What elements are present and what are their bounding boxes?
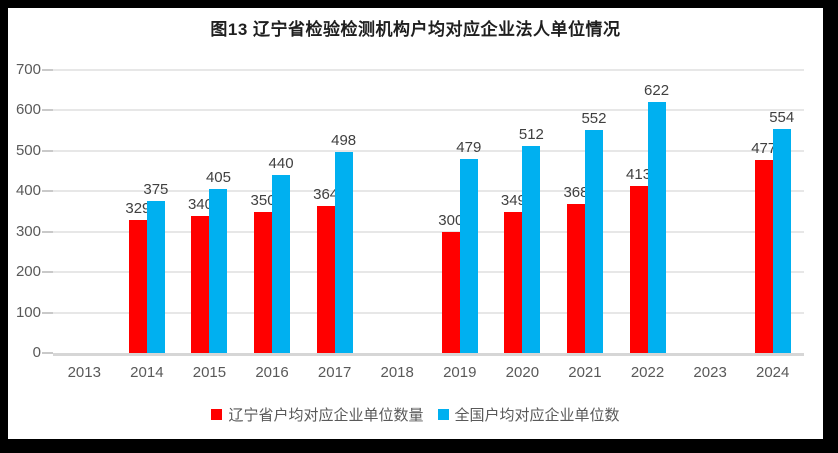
x-axis-label-2020: 2020 <box>505 364 540 381</box>
bar-national-2024 <box>772 129 791 353</box>
chart-canvas: 图13 辽宁省检验检测机构户均对应企业法人单位情况 0 100 200 300 400 5… <box>8 8 823 439</box>
bar-national-2021 <box>584 129 603 353</box>
data-label-liaoning-2016: 350 <box>250 191 276 209</box>
x-axis-label-2019: 2019 <box>443 364 477 381</box>
bar-national-2017 <box>334 151 353 353</box>
legend-label-liaoning: 辽宁省户均对应企业单位数量 <box>228 407 424 424</box>
data-label-liaoning-2022: 413 <box>626 166 652 184</box>
data-label-liaoning-2024: 477 <box>751 140 777 158</box>
bar-liaoning-2017 <box>316 205 335 353</box>
y-axis-label-0: 0 <box>32 344 41 361</box>
x-axis-label-2017: 2017 <box>317 364 352 381</box>
data-label-national-2019: 479 <box>456 139 482 157</box>
y-tick-700 <box>42 69 53 71</box>
data-label-liaoning-2020: 349 <box>500 191 526 209</box>
bar-liaoning-2014 <box>128 220 147 353</box>
data-label-national-2016: 440 <box>268 155 294 173</box>
bar-liaoning-2024 <box>754 160 773 353</box>
y-tick-300 <box>42 230 53 233</box>
gridline-300 <box>53 230 804 233</box>
bar-national-2019 <box>459 159 478 353</box>
chart-title: 图13 辽宁省检验检测机构户均对应企业法人单位情况 <box>210 20 621 39</box>
y-axis-label-700: 700 <box>15 61 41 78</box>
data-label-liaoning-2015: 340 <box>187 195 213 213</box>
data-label-liaoning-2021: 368 <box>563 184 589 202</box>
x-axis-label-2023: 2023 <box>693 364 727 381</box>
data-label-liaoning-2017: 364 <box>313 185 339 203</box>
gridline-100 <box>53 311 804 314</box>
data-label-national-2024: 554 <box>769 109 795 127</box>
data-label-national-2020: 512 <box>518 126 544 143</box>
legend-swatch-national <box>437 409 449 420</box>
gridline-500 <box>53 149 804 152</box>
data-label-liaoning-2019: 300 <box>438 211 464 229</box>
y-axis-label-500: 500 <box>15 141 41 159</box>
y-tick-400 <box>42 190 53 193</box>
gridline-700 <box>53 69 804 71</box>
y-axis-label-200: 200 <box>15 263 41 281</box>
x-axis-label-2016: 2016 <box>255 364 289 381</box>
data-label-national-2014: 375 <box>143 181 169 199</box>
legend-label-national: 全国户均对应企业单位数 <box>454 407 620 424</box>
bar-liaoning-2016 <box>254 211 273 353</box>
bar-national-2022 <box>647 101 666 353</box>
x-axis-label-2015: 2015 <box>192 364 227 381</box>
x-axis-label-2022: 2022 <box>630 364 665 381</box>
data-label-national-2022: 622 <box>644 81 670 99</box>
y-axis-label-100: 100 <box>15 303 41 321</box>
legend-swatch-liaoning <box>211 409 223 420</box>
gridline-400 <box>53 190 804 193</box>
x-axis-label-2014: 2014 <box>130 364 164 381</box>
bar-national-2015 <box>209 189 228 353</box>
data-label-national-2017: 498 <box>331 131 357 149</box>
plot-area: 329 340 350 364 300 349 368 413 477 375 405 440 498 4… <box>53 69 804 356</box>
y-tick-600 <box>42 109 53 112</box>
bar-liaoning-2022 <box>629 186 648 353</box>
legend-item-national: 全国户均对应企业单位数 <box>437 404 620 425</box>
gridline-600 <box>53 109 804 112</box>
bar-national-2016 <box>272 175 291 353</box>
gridline-200 <box>53 271 804 274</box>
data-label-national-2021: 552 <box>581 109 607 127</box>
y-axis-label-400: 400 <box>15 182 41 200</box>
bar-liaoning-2020 <box>504 211 523 353</box>
data-label-liaoning-2014: 329 <box>125 199 151 217</box>
bar-liaoning-2019 <box>441 231 460 353</box>
data-label-national-2015: 405 <box>205 169 231 187</box>
legend-item-liaoning: 辽宁省户均对应企业单位数量 <box>211 404 424 425</box>
legend: 辽宁省户均对应企业单位数量 全国户均对应企业单位数 <box>8 404 823 425</box>
bar-national-2020 <box>522 146 541 353</box>
y-axis-label-600: 600 <box>15 101 41 119</box>
y-tick-200 <box>42 271 53 274</box>
x-axis-label-2024: 2024 <box>756 364 790 381</box>
y-tick-500 <box>42 149 53 152</box>
x-axis-label-2021: 2021 <box>568 364 602 381</box>
bar-national-2014 <box>146 201 165 353</box>
y-tick-0 <box>42 352 53 354</box>
y-axis-label-300: 300 <box>15 222 41 240</box>
bar-liaoning-2021 <box>566 204 585 353</box>
x-axis-label-2018: 2018 <box>380 364 414 381</box>
x-axis-label-2013: 2013 <box>67 364 101 381</box>
bar-liaoning-2015 <box>191 215 210 353</box>
y-tick-100 <box>42 311 53 314</box>
